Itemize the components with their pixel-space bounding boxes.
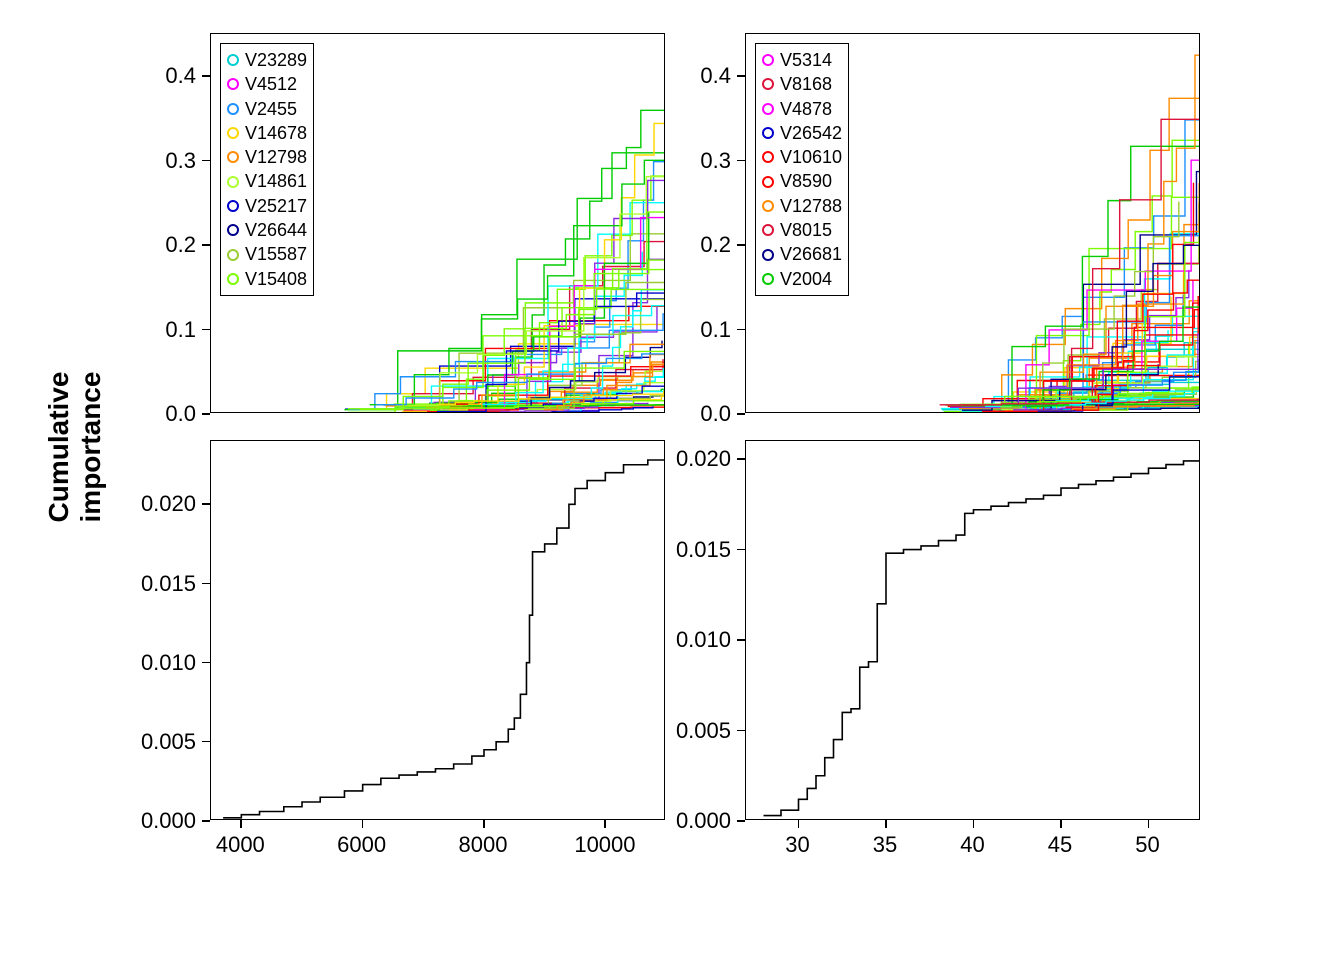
- legend-marker-icon: [227, 176, 239, 188]
- legend-marker-icon: [227, 103, 239, 115]
- legend-label: V15408: [245, 267, 307, 291]
- legend-marker-icon: [762, 103, 774, 115]
- legend-label: V26542: [780, 121, 842, 145]
- xtick-label: 4000: [210, 832, 270, 858]
- legend-marker-icon: [227, 273, 239, 285]
- legend-marker-icon: [762, 273, 774, 285]
- xtick-label: 10000: [574, 832, 634, 858]
- legend-item: V8590: [762, 169, 842, 193]
- legend-marker-icon: [762, 224, 774, 236]
- legend-item: V25217: [227, 194, 307, 218]
- ytick-label: 0.010: [141, 650, 196, 676]
- legend-marker-icon: [227, 127, 239, 139]
- legend-marker-icon: [762, 176, 774, 188]
- panel-bottom-right: [745, 440, 1200, 820]
- ytick-label: 0.1: [700, 317, 731, 343]
- ytick-label: 0.015: [141, 571, 196, 597]
- legend-item: V4878: [762, 97, 842, 121]
- legend: V23289V4512V2455V14678V12798V14861V25217…: [220, 43, 314, 296]
- legend-item: V10610: [762, 145, 842, 169]
- step-line: [211, 441, 665, 820]
- ytick-label: 0.3: [165, 148, 196, 174]
- xtick-label: 35: [855, 832, 915, 858]
- legend-label: V2455: [245, 97, 297, 121]
- xtick-label: 30: [768, 832, 828, 858]
- ytick-label: 0.2: [700, 232, 731, 258]
- legend-marker-icon: [762, 151, 774, 163]
- ytick-label: 0.020: [676, 446, 731, 472]
- legend-item: V26681: [762, 242, 842, 266]
- ytick-label: 0.2: [165, 232, 196, 258]
- ytick-label: 0.4: [700, 63, 731, 89]
- ytick-label: 0.000: [676, 808, 731, 834]
- legend-marker-icon: [762, 54, 774, 66]
- xtick-label: 8000: [453, 832, 513, 858]
- y-axis-label: Cumulative importance: [43, 322, 107, 572]
- legend-item: V8168: [762, 72, 842, 96]
- legend-item: V4512: [227, 72, 307, 96]
- ytick-label: 0.000: [141, 808, 196, 834]
- legend-marker-icon: [227, 200, 239, 212]
- legend-label: V10610: [780, 145, 842, 169]
- legend-marker-icon: [227, 78, 239, 90]
- legend-marker-icon: [762, 200, 774, 212]
- legend-item: V5314: [762, 48, 842, 72]
- ytick-label: 0.1: [165, 317, 196, 343]
- xtick-label: 50: [1118, 832, 1178, 858]
- legend-label: V5314: [780, 48, 832, 72]
- panel-bottom-left: [210, 440, 665, 820]
- step-line: [746, 441, 1200, 820]
- ytick-label: 0.020: [141, 491, 196, 517]
- legend-item: V12798: [227, 145, 307, 169]
- legend-marker-icon: [762, 127, 774, 139]
- legend-item: V14678: [227, 121, 307, 145]
- legend-marker-icon: [227, 224, 239, 236]
- legend-marker-icon: [227, 54, 239, 66]
- legend-label: V14678: [245, 121, 307, 145]
- legend-item: V8015: [762, 218, 842, 242]
- legend-label: V26644: [245, 218, 307, 242]
- xtick-label: 6000: [332, 832, 392, 858]
- legend-marker-icon: [227, 249, 239, 261]
- xtick-label: 40: [943, 832, 1003, 858]
- legend-label: V8590: [780, 169, 832, 193]
- legend-label: V8015: [780, 218, 832, 242]
- legend-item: V2455: [227, 97, 307, 121]
- legend-label: V8168: [780, 72, 832, 96]
- ytick-label: 0.015: [676, 537, 731, 563]
- xtick-label: 45: [1030, 832, 1090, 858]
- legend-label: V4512: [245, 72, 297, 96]
- legend-item: V26542: [762, 121, 842, 145]
- legend-item: V15587: [227, 242, 307, 266]
- legend-marker-icon: [762, 78, 774, 90]
- ytick-label: 0.005: [676, 718, 731, 744]
- legend-label: V12798: [245, 145, 307, 169]
- legend-label: V4878: [780, 97, 832, 121]
- legend-marker-icon: [762, 249, 774, 261]
- legend-item: V23289: [227, 48, 307, 72]
- legend-label: V25217: [245, 194, 307, 218]
- ytick-label: 0.0: [165, 401, 196, 427]
- legend-label: V23289: [245, 48, 307, 72]
- ytick-label: 0.3: [700, 148, 731, 174]
- legend-marker-icon: [227, 151, 239, 163]
- legend-label: V26681: [780, 242, 842, 266]
- legend-item: V12788: [762, 194, 842, 218]
- legend-item: V14861: [227, 169, 307, 193]
- legend-label: V14861: [245, 169, 307, 193]
- legend-label: V15587: [245, 242, 307, 266]
- legend-item: V15408: [227, 267, 307, 291]
- legend: V5314V8168V4878V26542V10610V8590V12788V8…: [755, 43, 849, 296]
- ytick-label: 0.4: [165, 63, 196, 89]
- ytick-label: 0.010: [676, 627, 731, 653]
- legend-item: V2004: [762, 267, 842, 291]
- ytick-label: 0.0: [700, 401, 731, 427]
- legend-label: V2004: [780, 267, 832, 291]
- ytick-label: 0.005: [141, 729, 196, 755]
- legend-label: V12788: [780, 194, 842, 218]
- legend-item: V26644: [227, 218, 307, 242]
